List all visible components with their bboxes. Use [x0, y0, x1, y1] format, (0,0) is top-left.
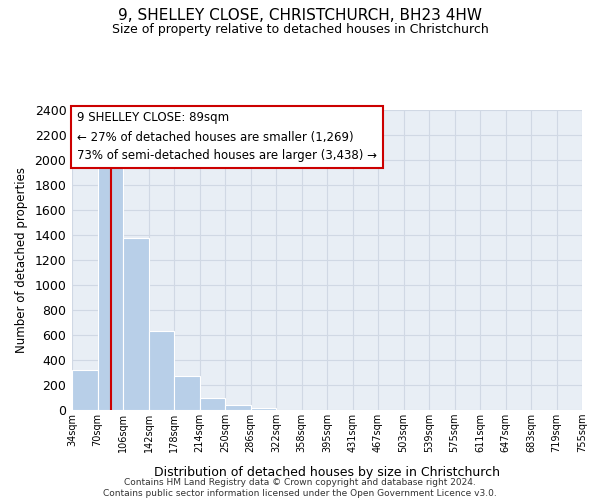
- Bar: [225, 405, 251, 410]
- Bar: [123, 238, 149, 410]
- Text: Contains HM Land Registry data © Crown copyright and database right 2024.
Contai: Contains HM Land Registry data © Crown c…: [103, 478, 497, 498]
- X-axis label: Distribution of detached houses by size in Christchurch: Distribution of detached houses by size …: [154, 466, 500, 479]
- Bar: [251, 408, 276, 410]
- Bar: [97, 166, 123, 410]
- Text: 9 SHELLEY CLOSE: 89sqm
← 27% of detached houses are smaller (1,269)
73% of semi-: 9 SHELLEY CLOSE: 89sqm ← 27% of detached…: [77, 112, 377, 162]
- Bar: [174, 376, 199, 410]
- Bar: [149, 331, 174, 410]
- Bar: [199, 398, 225, 410]
- Bar: [72, 370, 97, 410]
- Text: 9, SHELLEY CLOSE, CHRISTCHURCH, BH23 4HW: 9, SHELLEY CLOSE, CHRISTCHURCH, BH23 4HW: [118, 8, 482, 22]
- Y-axis label: Number of detached properties: Number of detached properties: [14, 167, 28, 353]
- Text: Size of property relative to detached houses in Christchurch: Size of property relative to detached ho…: [112, 22, 488, 36]
